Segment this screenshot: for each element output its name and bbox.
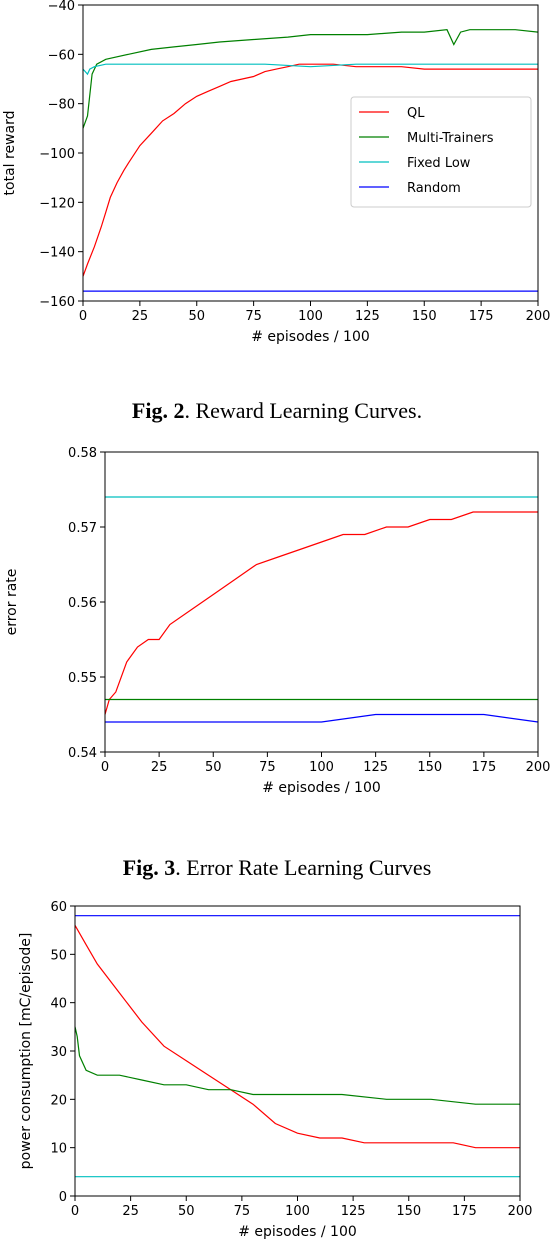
y-tick-label: −160 [39, 295, 75, 310]
y-tick-label: −120 [39, 196, 75, 211]
y-tick-label: −40 [48, 0, 75, 14]
series-line-multi-trainers [74, 1026, 520, 1105]
y-tick-label: 20 [50, 1093, 67, 1108]
series-line-ql [74, 925, 520, 1149]
x-tick-label: 0 [79, 309, 87, 324]
series-line-ql [82, 63, 538, 277]
y-tick-label: 40 [50, 997, 67, 1012]
y-axis-label: total reward [2, 111, 18, 196]
x-tick-label: 75 [234, 1204, 251, 1219]
x-axis-label: # episodes / 100 [238, 1224, 357, 1240]
y-tick-label: 0 [59, 1190, 67, 1205]
x-tick-label: 50 [205, 760, 222, 775]
x-tick-label: 75 [245, 309, 262, 324]
x-tick-label: 150 [417, 760, 442, 775]
x-tick-label: 0 [71, 1204, 79, 1219]
x-tick-label: 100 [298, 309, 323, 324]
series-line-multi-trainers [82, 29, 539, 129]
x-tick-label: 150 [412, 309, 437, 324]
x-tick-label: 125 [355, 309, 380, 324]
y-tick-label: 10 [50, 1142, 67, 1157]
x-tick-label: 50 [188, 309, 205, 324]
series-line-random [105, 713, 539, 723]
x-tick-label: 200 [508, 1204, 533, 1219]
caption-fig3: Fig. 3. Error Rate Learning Curves [0, 855, 554, 881]
y-tick-label: 30 [50, 1045, 67, 1060]
power-consumption-chart: 0 25 50 75 100 125 150 175 200 0 10 20 30 40 50 60 # epi… [18, 900, 532, 1240]
reward-chart: 0 25 50 75 100 125 150 175 200 −160 −140 −120 −100 −8… [2, 0, 550, 345]
caption-fig3-text: . Error Rate Learning Curves [175, 855, 432, 880]
plot-frame [74, 905, 521, 1197]
x-tick-label: 175 [469, 309, 494, 324]
y-tick-label: 60 [50, 900, 67, 915]
legend-label-multi-trainers: Multi-Trainers [407, 131, 494, 146]
caption-fig2-text: . Reward Learning Curves. [184, 398, 423, 423]
x-tick-label: 100 [285, 1204, 310, 1219]
x-tick-label: 25 [122, 1204, 139, 1219]
caption-fig2: Fig. 2. Reward Learning Curves. [0, 398, 554, 424]
y-tick-label: 0.54 [68, 746, 97, 761]
legend-box [350, 96, 532, 208]
series-line-ql [104, 511, 538, 715]
x-tick-label: 200 [526, 309, 551, 324]
y-tick-label: 50 [50, 948, 67, 963]
legend-label-fixed-low: Fixed Low [407, 156, 471, 171]
error-rate-chart: 0 25 50 75 100 125 150 175 200 0.54 0.55 0.56 0.57 0.… [4, 446, 550, 796]
x-axis-label: # episodes / 100 [262, 780, 381, 796]
y-tick-label: 0.56 [68, 596, 97, 611]
legend-label-random: Random [407, 181, 461, 196]
x-tick-label: 50 [178, 1204, 195, 1219]
y-axis-label: power consumption [mC/episode] [18, 933, 34, 1170]
x-tick-label: 0 [101, 760, 109, 775]
legend-label-ql: QL [407, 106, 425, 121]
series-line-fixed-low [82, 63, 538, 76]
x-tick-label: 25 [132, 309, 149, 324]
y-tick-label: 0.57 [68, 521, 97, 536]
y-axis-label: error rate [4, 569, 20, 636]
x-tick-label: 175 [471, 760, 496, 775]
y-tick-label: 0.58 [68, 446, 97, 461]
x-tick-label: 25 [151, 760, 168, 775]
y-tick-label: 0.55 [68, 671, 97, 686]
x-tick-label: 125 [363, 760, 388, 775]
caption-fig3-label: Fig. 3 [122, 855, 176, 880]
x-tick-label: 100 [309, 760, 334, 775]
y-tick-label: −80 [48, 98, 75, 113]
x-tick-label: 75 [259, 760, 276, 775]
x-tick-label: 150 [396, 1204, 421, 1219]
y-tick-label: −60 [48, 48, 75, 63]
x-axis-label: # episodes / 100 [251, 329, 370, 345]
y-tick-label: −140 [39, 246, 75, 261]
x-tick-label: 175 [452, 1204, 477, 1219]
caption-fig2-label: Fig. 2 [131, 398, 185, 423]
y-tick-label: −100 [39, 147, 75, 162]
x-tick-label: 125 [341, 1204, 366, 1219]
x-tick-label: 200 [526, 760, 551, 775]
